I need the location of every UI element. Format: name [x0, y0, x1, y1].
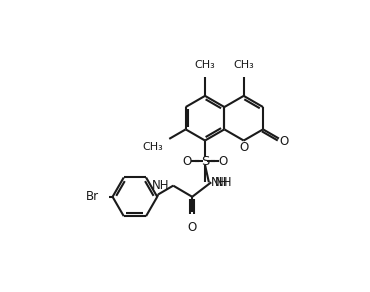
- Text: O: O: [280, 135, 289, 148]
- Text: NH: NH: [152, 179, 169, 192]
- Text: O: O: [239, 141, 248, 154]
- Text: CH₃: CH₃: [142, 142, 163, 152]
- Text: O: O: [183, 154, 192, 168]
- Text: Br: Br: [85, 190, 99, 203]
- Text: O: O: [188, 221, 197, 234]
- Text: O: O: [218, 154, 227, 168]
- Text: S: S: [201, 154, 209, 168]
- Text: CH₃: CH₃: [233, 60, 254, 70]
- Text: CH₃: CH₃: [195, 60, 215, 70]
- Text: NH: NH: [215, 176, 232, 189]
- Text: NH: NH: [211, 176, 229, 189]
